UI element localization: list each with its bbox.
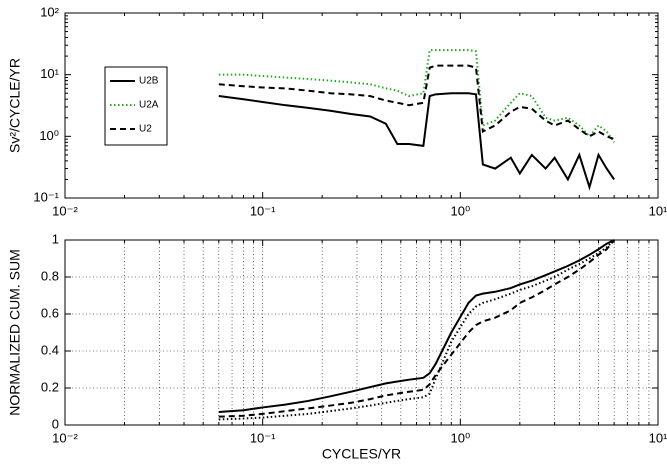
legend-label: U2A (139, 100, 159, 111)
legend-label: U2 (139, 124, 152, 135)
y-tick-label: 1 (52, 231, 59, 246)
x-tick-label: 10⁻² (52, 203, 78, 218)
y-axis-label: NORMALIZED CUM. SUM (7, 249, 23, 415)
series-line (218, 92, 615, 191)
x-axis-label: CYCLES/YR (322, 446, 401, 462)
series-line (218, 49, 615, 143)
legend-label: U2B (139, 76, 159, 87)
y-tick-label: 10¹ (40, 66, 59, 81)
y-axis-label: Sv²/CYCLE/YR (7, 58, 23, 153)
x-tick-label: 10⁰ (450, 203, 470, 218)
x-tick-label: 10⁻¹ (250, 203, 276, 218)
x-tick-label: 10¹ (649, 430, 667, 445)
y-tick-label: 10⁻¹ (33, 189, 59, 204)
y-tick-label: 0.4 (41, 342, 59, 357)
plot-frame (64, 12, 659, 199)
series-line (218, 239, 615, 418)
y-tick-label: 0.6 (41, 305, 59, 320)
x-tick-label: 10¹ (649, 203, 667, 218)
y-tick-label: 10² (40, 4, 59, 19)
x-tick-label: 10⁻² (52, 430, 78, 445)
y-tick-label: 0.2 (41, 379, 59, 394)
series-line (218, 239, 615, 421)
plot-frame (64, 239, 659, 426)
y-tick-label: 10⁰ (39, 128, 59, 143)
x-tick-label: 10⁰ (450, 430, 470, 445)
y-tick-label: 0.8 (41, 268, 59, 283)
series-line (218, 239, 615, 414)
x-tick-label: 10⁻¹ (250, 430, 276, 445)
y-tick-label: 0 (52, 416, 59, 431)
series-line (218, 64, 615, 141)
